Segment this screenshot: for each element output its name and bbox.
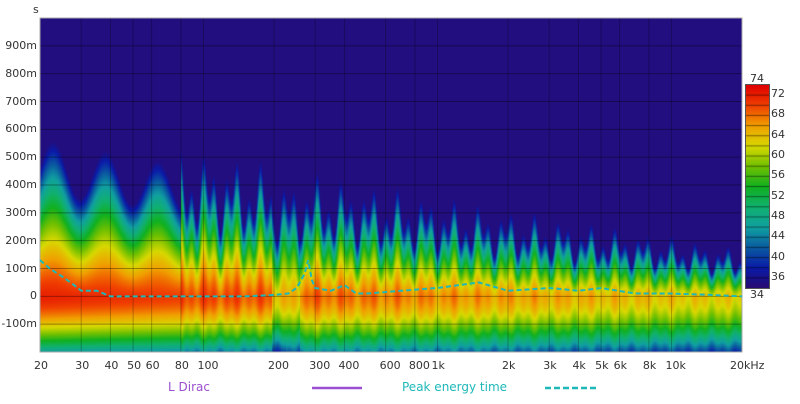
x-tick-label: 2k [502,359,516,372]
colorbar-tick-label: 64 [771,127,785,141]
colorbar-tick-label: 74 [750,72,764,85]
x-tick-label: 20 [34,359,48,372]
y-tick-label: 500m [5,150,37,164]
x-tick-label: 50 [127,359,142,372]
x-tick-label: 3k [543,359,557,372]
x-tick-label: 5k [595,359,609,372]
x-tick-label: 80 [174,359,189,372]
plot-border [39,17,743,353]
x-tick-label: 40 [104,359,119,372]
colorbar-tick-label: 72 [771,87,785,101]
y-tick-label: 900m [5,38,37,52]
y-tick-label: 100m [5,261,37,275]
colorbar-tick-label: 40 [771,249,785,263]
colorbar-tick-label: 36 [771,269,785,283]
y-tick-label: 200m [5,233,37,247]
legend-l-dirac: L Dirac [168,380,210,394]
x-tick-label: 20kHz [730,359,765,372]
colorbar [745,84,770,289]
x-tick-label: 4k [572,359,586,372]
y-tick-label: -100m [1,317,37,331]
x-tick-label: 60 [145,359,160,372]
colorbar-tick-label: 56 [771,168,785,182]
colorbar-tick-label: 60 [771,148,785,162]
y-tick-label: 700m [5,94,37,108]
y-tick-label: 800m [5,66,37,80]
x-tick-label: 300 [309,359,331,372]
y-tick-label: 600m [5,122,37,136]
x-tick-label: 30 [75,359,90,372]
colorbar-tick-label: 44 [771,229,785,243]
y-axis-label: s [33,3,39,16]
colorbar-tick-label: 52 [771,188,785,202]
y-tick-label: 400m [5,178,37,191]
x-tick-label: 8k [642,359,657,372]
colorbar-tick-label: 68 [771,107,785,121]
colorbar-tick-label: 34 [750,288,764,301]
peak-energy-time-line [39,259,743,298]
x-tick-label: 1k [431,359,445,372]
x-tick-label: 400 [338,359,360,372]
colorbar-tick-label: 48 [771,208,785,222]
x-tick-label: 800 [408,359,430,372]
x-tick-label: 100 [197,359,219,372]
legend-peak-energy-time: Peak energy time [402,380,508,394]
x-tick-label: 6k [613,359,628,372]
y-tick-label: 300m [5,205,37,219]
y-tick-label: 0 [30,289,37,303]
x-tick-label: 600 [379,359,401,372]
x-tick-label: 200 [268,359,289,372]
x-tick-label: 10k [665,359,686,372]
